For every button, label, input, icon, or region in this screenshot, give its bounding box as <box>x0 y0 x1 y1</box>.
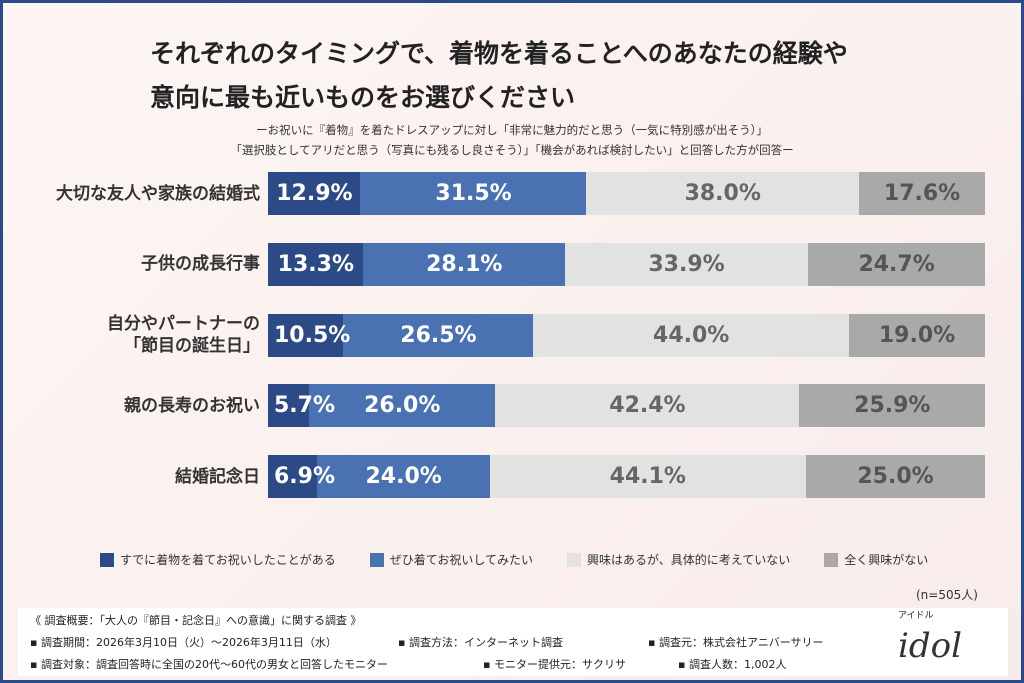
category-label: 子供の成長行事 <box>141 254 260 275</box>
legend-label: 興味はあるが、具体的に考えていない <box>587 553 791 567</box>
bar-value-label: 5.7% <box>274 393 336 419</box>
bar-segment <box>858 172 985 215</box>
bar-value-label: 19.0% <box>878 322 956 348</box>
bar-value-label: 25.0% <box>857 464 934 489</box>
footer-item: ▪ 調査対象：調査回答時に全国の20代～60代の男女と回答したモニター <box>30 658 388 671</box>
bar-segment <box>848 313 985 357</box>
bar-value-label: 26.5% <box>400 322 477 348</box>
bar-segment <box>805 455 985 498</box>
bar-segment <box>533 313 849 357</box>
bar-value-label: 38.0% <box>684 181 761 206</box>
bar-segment <box>268 313 344 357</box>
bar-value-label: 10.5% <box>274 322 351 348</box>
legend-label: ぜひ着てお祝いしてみたい <box>389 553 534 567</box>
legend-label: 全く興味がない <box>844 553 929 567</box>
subtitle-line: ーお祝いに『着物』を着たドレスアップに対し「非常に魅力的だと思う（一気に特別感が… <box>256 123 768 137</box>
category-label: 親の長寿のお祝い <box>124 395 260 416</box>
sample-size: (n=505人) <box>916 588 978 602</box>
legend-item: 興味はあるが、具体的に考えていない <box>567 551 790 568</box>
bar-segment <box>308 384 496 428</box>
bar-segment <box>268 384 309 428</box>
legend-swatch <box>824 552 839 567</box>
bar-segment <box>495 384 800 428</box>
legend-swatch <box>100 552 114 567</box>
legend-swatch <box>369 552 384 567</box>
bar-value-label: 12.9% <box>276 181 353 206</box>
legend-swatch <box>567 552 582 567</box>
bar-value-label: 31.5% <box>435 181 512 206</box>
bar-segment <box>564 242 808 286</box>
idol-logo: idol <box>898 626 962 666</box>
bar-value-label: 6.9% <box>274 464 336 489</box>
bar-value-label: 42.4% <box>609 393 686 419</box>
bar-segment <box>343 313 534 357</box>
bar-segment <box>363 242 565 286</box>
survey-footer: 《 調査概要：「大人の『節目・記念日』への意識」に関する調査 》 ▪ 調査期間：… <box>18 608 1008 676</box>
bar-value-label: 44.1% <box>609 464 686 489</box>
bar-value-label: 25.9% <box>854 393 931 419</box>
bar-segment <box>489 455 806 498</box>
title-line: それぞれのタイミングで、着物を着ることへのあなたの経験や <box>150 39 848 68</box>
bar-segment <box>586 172 859 215</box>
footer-item: ▪ 調査人数：1,002人 <box>678 658 787 671</box>
title-line: 意向に最も近いものをお選びください <box>150 83 576 112</box>
legend-item: 全く興味がない <box>824 551 928 568</box>
footer-item: ▪ 調査期間：2026年3月10日（火）～2026年3月11日（水） <box>30 636 337 649</box>
footer-item: ▪ モニター提供元：サクリサ <box>483 658 626 671</box>
bar-segment <box>360 172 587 215</box>
bar-segment <box>268 172 361 215</box>
bar-value-label: 24.7% <box>858 251 935 277</box>
logo-kana: アイドル <box>898 611 934 621</box>
bar-value-label: 24.0% <box>365 464 442 489</box>
legend-label: すでに着物を着てお祝いしたことがある <box>120 553 336 567</box>
category-label: 大切な友人や家族の結婚式 <box>56 183 260 204</box>
bar-segment <box>268 242 364 286</box>
chart-title: それぞれのタイミングで、着物を着ることへのあなたの経験や 意向に最も近いものをお選… <box>150 32 910 120</box>
bar-value-label: 17.6% <box>883 181 961 206</box>
category-label: 自分やパートナーの 「節目の誕生日」 <box>107 314 260 356</box>
bar-value-label: 13.3% <box>277 251 354 277</box>
footer-heading: 《 調査概要：「大人の『節目・記念日』への意識」に関する調査 》 <box>30 614 362 627</box>
bar-value-label: 28.1% <box>426 251 503 277</box>
bar-segment <box>807 242 985 286</box>
bar-value-label: 26.0% <box>364 393 441 419</box>
bar-value-label: 44.0% <box>653 322 730 348</box>
bar-segment <box>268 455 318 498</box>
bar-segment <box>799 384 985 428</box>
legend: すでに着物を着てお祝いしたことがある ぜひ着てお祝いしてみたい 興味はあるが、具体的… <box>100 551 948 568</box>
bar-segment <box>317 455 490 498</box>
subtitle-line: 「選択肢としてアリだと思う（写真にも残るし良さそう）」「機会があれば検討したい」… <box>230 143 794 157</box>
bar-value-label: 33.9% <box>648 251 725 277</box>
footer-item: ▪ 調査元：株式会社アニバーサリー <box>648 636 824 649</box>
category-label: 結婚記念日 <box>175 466 260 487</box>
legend-item: すでに着物を着てお祝いしたことがある <box>100 551 336 568</box>
chart-subtitle: ーお祝いに『着物』を着たドレスアップに対し「非常に魅力的だと思う（一気に特別感が… <box>0 120 1024 160</box>
legend-item: ぜひ着てお祝いしてみたい <box>369 551 534 568</box>
footer-item: ▪ 調査方法：インターネット調査 <box>398 636 563 649</box>
